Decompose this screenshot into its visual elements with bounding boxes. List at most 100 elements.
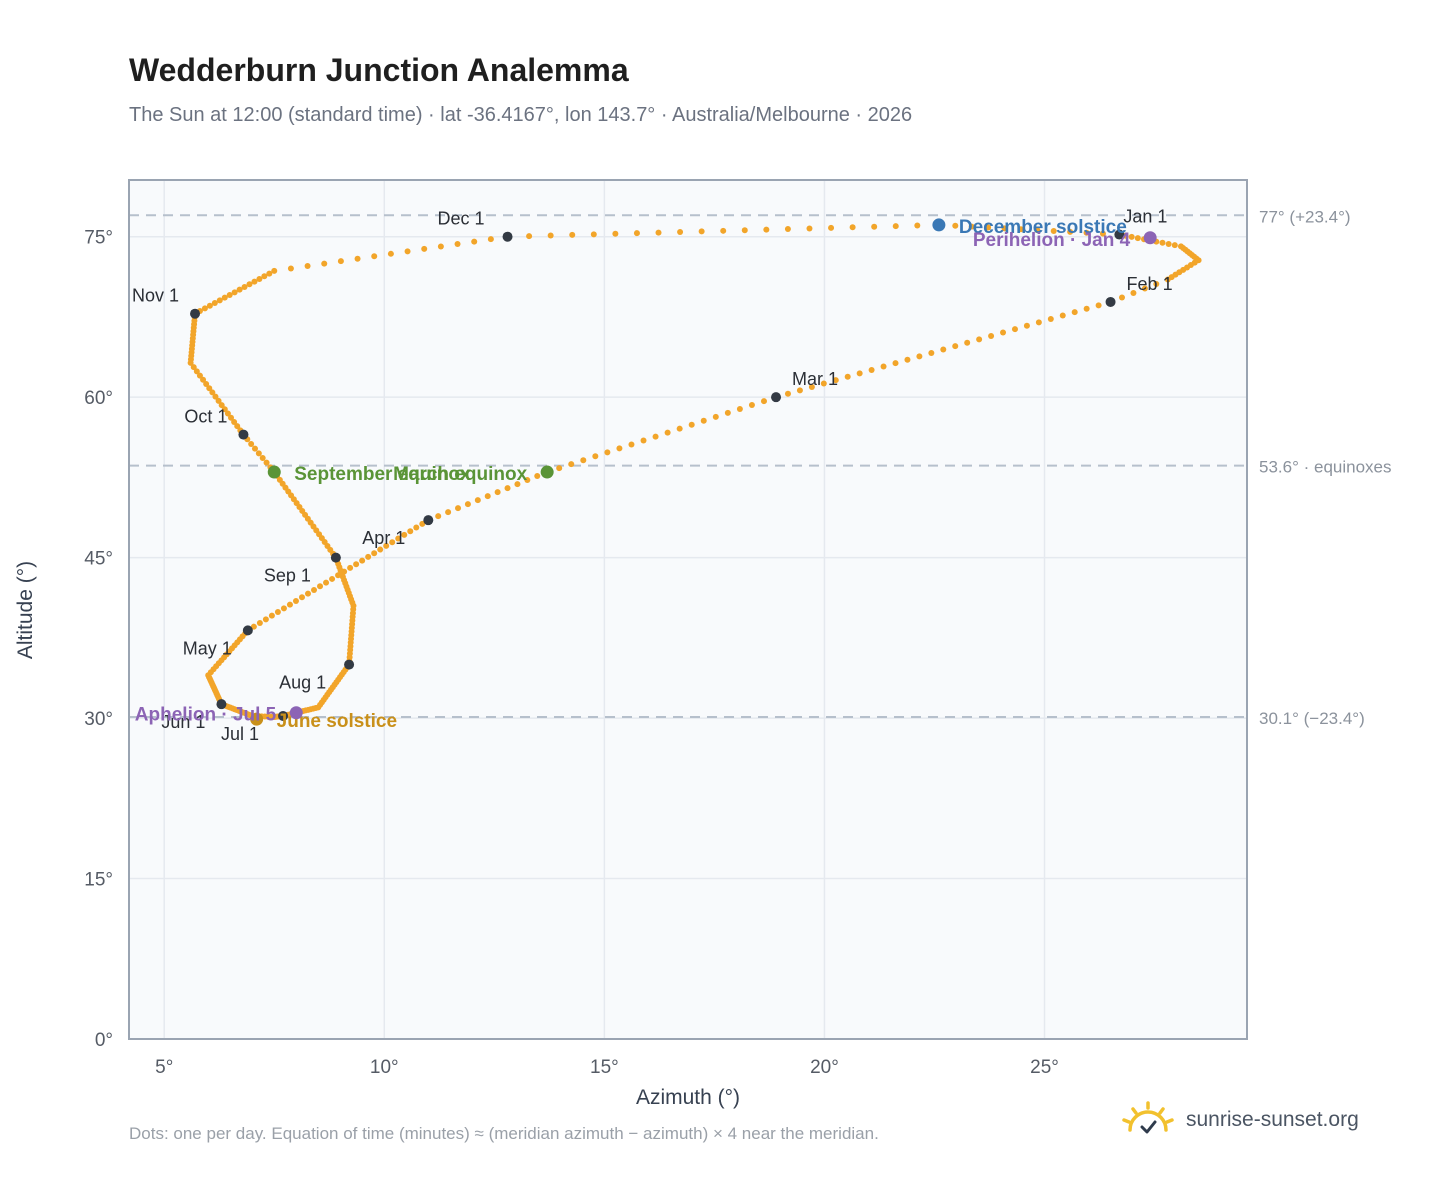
x-tick-label: 25° [1030,1057,1059,1078]
daily-sun-dot [1011,326,1018,333]
daily-sun-dot [262,616,269,623]
daily-sun-dot [952,343,959,350]
daily-sun-dot [1059,312,1066,319]
daily-sun-dot [206,385,213,392]
month-marker [344,659,355,670]
daily-sun-dot [820,380,827,387]
daily-sun-dot [806,225,813,232]
daily-sun-dot [604,449,611,456]
daily-sun-dot [534,473,541,480]
daily-sun-dot [435,513,442,520]
daily-sun-dot [712,413,719,420]
y-axis-title: Altitude (°) [14,561,37,659]
daily-sun-dot [193,368,200,375]
daily-sun-dot [437,243,444,250]
daily-sun-dot [796,387,803,394]
brand[interactable]: sunrise-sunset.org [1120,1100,1359,1140]
daily-sun-dot [464,501,471,508]
daily-sun-dot [261,273,268,280]
daily-sun-dot [616,445,623,452]
daily-sun-dot [914,222,921,229]
y-tick-label: 0° [95,1030,113,1051]
daily-sun-dot [256,275,263,282]
daily-sun-dot [763,226,770,233]
daily-sun-dot [371,253,378,260]
daily-sun-dot [206,302,213,309]
daily-sun-dot [353,561,360,568]
event-marker [267,465,281,479]
daily-sun-dot [323,579,330,586]
daily-sun-dot [760,398,767,405]
event-label: Aphelion · Jul 5 [135,705,277,726]
y-tick-label: 30° [84,709,113,730]
daily-sun-dot [547,232,554,239]
month-marker-label: May 1 [183,638,232,658]
daily-sun-dot [190,364,197,371]
daily-sun-dot [612,230,619,237]
daily-sun-dot [407,528,414,535]
daily-sun-dot [389,539,396,546]
daily-sun-dot [226,291,233,298]
daily-sun-dot [266,270,273,277]
daily-sun-dot [359,557,366,564]
daily-sun-dot [221,406,228,413]
month-marker-label: Jul 1 [221,724,259,744]
daily-sun-dot [880,363,887,370]
daily-sun-dot [590,231,597,238]
daily-sun-dot [404,248,411,255]
month-marker [242,625,253,636]
daily-sun-dot [1171,242,1178,249]
daily-sun-dot [1099,230,1106,237]
month-marker-label: Oct 1 [184,407,227,427]
daily-sun-dot [1134,235,1141,242]
event-label: March equinox [393,464,528,485]
daily-sun-dot [304,263,311,270]
daily-sun-dot [211,300,218,307]
daily-sun-dot [652,433,659,440]
daily-sun-dot [200,376,207,383]
daily-sun-dot [231,289,238,296]
daily-sun-dot [916,353,923,360]
daily-sun-dot [494,489,501,496]
daily-sun-dot [455,505,462,512]
plot-background [129,180,1247,1039]
daily-sun-dot [224,410,231,417]
daily-sun-dot [387,250,394,257]
daily-sun-dot [1165,240,1172,247]
x-axis-title: Azimuth (°) [636,1086,740,1109]
daily-sun-dot [274,608,281,615]
daily-sun-dot [856,370,863,377]
month-marker [278,710,289,721]
daily-sun-dot [724,409,731,416]
month-marker-label: Nov 1 [132,286,179,306]
daily-sun-dot [215,397,222,404]
month-marker-label: Feb 1 [1127,274,1173,294]
daily-sun-dot [251,278,258,285]
month-marker-label: Dec 1 [438,209,485,229]
daily-sun-dot [203,381,210,388]
daily-sun-dot [292,597,299,604]
month-marker [502,231,513,242]
daily-sun-dot [784,390,791,397]
daily-sun-dot [628,441,635,448]
daily-sun-dot [1130,289,1137,296]
daily-sun-dot [892,360,899,367]
daily-sun-dot [808,383,815,390]
daily-sun-dot [1001,225,1008,232]
month-marker [1114,229,1125,240]
month-marker-label: Aug 1 [279,673,326,693]
y-tick-label: 75° [84,228,113,249]
daily-sun-dot [241,283,248,290]
daily-sun-dot [377,546,384,553]
daily-sun-dot [720,227,727,234]
daily-sun-dot [1067,228,1074,235]
daily-sun-dot [514,481,521,488]
daily-sun-dot [329,575,336,582]
daily-sun-dot [246,281,253,288]
daily-sun-dot [526,233,533,240]
daily-sun-dot [1095,302,1102,309]
y-tick-label: 45° [84,549,113,570]
daily-sun-dot [304,590,311,597]
daily-sun-dot [228,414,235,421]
daily-sun-dot [317,583,324,590]
